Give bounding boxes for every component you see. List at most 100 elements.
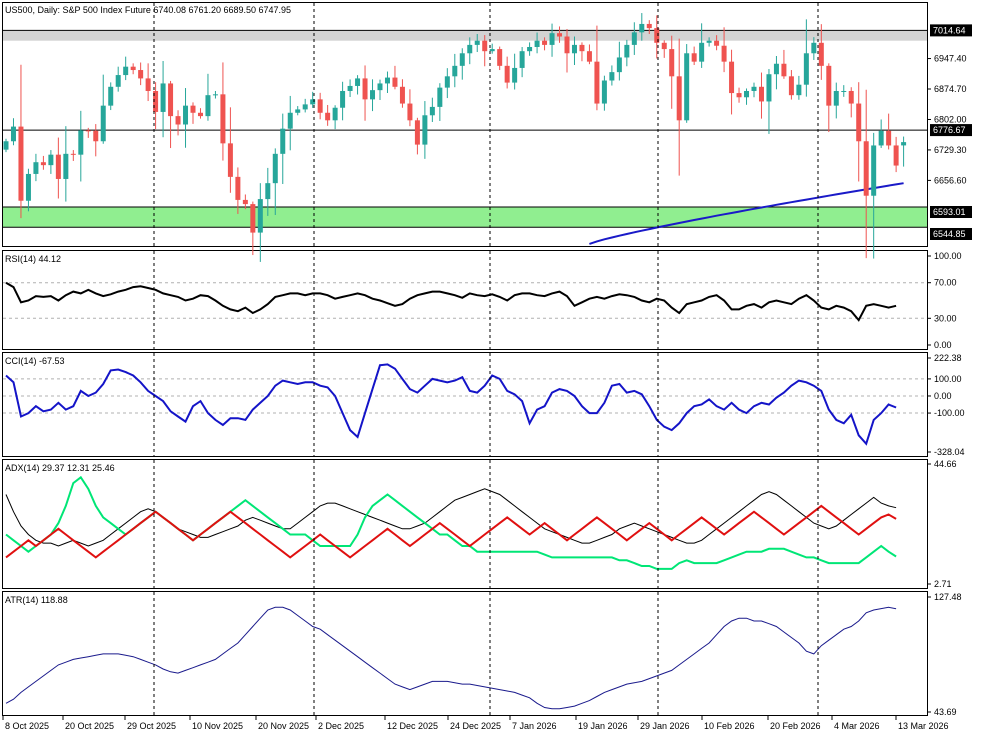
candle-body bbox=[766, 74, 772, 102]
candle-body bbox=[10, 126, 16, 142]
candle-body bbox=[706, 40, 712, 43]
rsi-axis-label: 30.00 bbox=[934, 313, 957, 323]
candle bbox=[18, 64, 24, 219]
candle-body bbox=[265, 183, 271, 200]
candle bbox=[818, 24, 824, 80]
candle bbox=[25, 168, 31, 212]
candle bbox=[78, 110, 84, 182]
rsi-panel[interactable] bbox=[2, 250, 928, 350]
candle bbox=[197, 108, 203, 119]
date-label: 20 Feb 2026 bbox=[770, 721, 821, 731]
candle-body bbox=[250, 204, 256, 233]
candle-body bbox=[108, 86, 114, 106]
candle-body bbox=[586, 51, 592, 62]
candle bbox=[826, 63, 832, 133]
date-label: 20 Oct 2025 bbox=[65, 721, 114, 731]
candle bbox=[340, 81, 346, 121]
candle bbox=[227, 107, 233, 193]
candle bbox=[377, 79, 383, 101]
adx-axis-label: 44.66 bbox=[934, 459, 957, 469]
date-label: 19 Jan 2026 bbox=[578, 721, 628, 731]
price-panel-title: US500, Daily: S&P 500 Index Future 6740.… bbox=[5, 5, 291, 15]
candle-body bbox=[646, 23, 652, 29]
candle bbox=[684, 44, 690, 123]
candle bbox=[833, 82, 839, 119]
candle-body bbox=[826, 65, 832, 106]
candle bbox=[811, 37, 817, 60]
axis-labels: 8 Oct 2025 20 Oct 2025 29 Oct 2025 10 Nov 2… bbox=[2, 24, 972, 731]
candle-body bbox=[714, 40, 720, 46]
candle-body bbox=[153, 90, 159, 112]
candle bbox=[280, 113, 286, 184]
candle-body bbox=[549, 33, 555, 45]
candle-body bbox=[758, 86, 764, 102]
candle-body bbox=[571, 44, 577, 54]
rsi-axis-label: 0.00 bbox=[934, 340, 952, 350]
candle bbox=[586, 44, 592, 65]
candle bbox=[123, 56, 129, 81]
candle bbox=[429, 97, 435, 122]
candle-body bbox=[332, 107, 338, 121]
candle-body bbox=[512, 67, 518, 83]
candle-body bbox=[459, 53, 465, 66]
candle-body bbox=[833, 90, 839, 106]
candle-body bbox=[542, 40, 548, 45]
price-layer bbox=[3, 13, 927, 262]
candle-body bbox=[392, 77, 398, 87]
candle bbox=[33, 153, 39, 182]
candle-body bbox=[856, 103, 862, 142]
candle bbox=[609, 65, 615, 86]
atr-panel-title: ATR(14) 118.88 bbox=[5, 595, 68, 605]
candle bbox=[841, 85, 847, 97]
candle bbox=[714, 35, 720, 51]
price-axis-label: 6947.40 bbox=[934, 54, 967, 64]
candle bbox=[848, 87, 854, 118]
candle-body bbox=[729, 61, 735, 94]
candle bbox=[392, 65, 398, 90]
candle-body bbox=[781, 63, 787, 77]
candle-body bbox=[123, 66, 129, 76]
candle-body bbox=[340, 90, 346, 108]
cci-panel[interactable] bbox=[2, 352, 928, 457]
candle bbox=[242, 194, 248, 210]
candle bbox=[542, 37, 548, 51]
candle bbox=[310, 91, 316, 108]
date-label: 12 Dec 2025 bbox=[387, 721, 438, 731]
candle-body bbox=[168, 83, 174, 117]
candle bbox=[93, 124, 99, 157]
candle bbox=[212, 90, 218, 99]
candle-body bbox=[863, 141, 869, 196]
candle bbox=[48, 150, 54, 174]
candle bbox=[661, 40, 667, 58]
date-label: 13 Mar 2026 bbox=[898, 721, 949, 731]
adx-panel[interactable] bbox=[2, 459, 928, 589]
candle bbox=[138, 62, 144, 86]
candle-body bbox=[93, 130, 99, 142]
price-tag-box bbox=[930, 228, 972, 240]
candle-body bbox=[796, 84, 802, 96]
candle bbox=[160, 60, 166, 138]
candle-body bbox=[272, 153, 278, 184]
candle bbox=[781, 49, 787, 79]
candle bbox=[145, 63, 151, 102]
candle-body bbox=[212, 94, 218, 96]
candle bbox=[355, 75, 361, 95]
rsi-panel-title: RSI(14) 44.12 bbox=[5, 254, 61, 264]
candle-body bbox=[744, 90, 750, 98]
resistance-zone bbox=[3, 30, 927, 41]
candle-body bbox=[100, 105, 106, 142]
candle-body bbox=[399, 86, 405, 104]
candle-body bbox=[699, 42, 705, 62]
atr-panel[interactable] bbox=[2, 591, 928, 716]
candle-body bbox=[370, 90, 376, 100]
candle bbox=[594, 25, 600, 111]
candle bbox=[571, 36, 577, 66]
candle-body bbox=[624, 44, 630, 58]
candle-body bbox=[452, 65, 458, 77]
candle-body bbox=[594, 61, 600, 104]
candle-body bbox=[160, 83, 166, 112]
candle bbox=[736, 87, 742, 103]
candle-body bbox=[901, 142, 907, 146]
candle-body bbox=[519, 51, 525, 68]
